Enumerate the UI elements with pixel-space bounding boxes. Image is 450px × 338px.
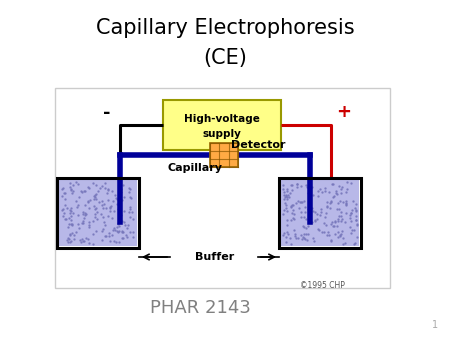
Text: supply: supply (202, 129, 242, 139)
Bar (279, 178, 361, 248)
Bar (281, 180, 359, 246)
Text: Capillary Electrophoresis: Capillary Electrophoresis (96, 18, 354, 38)
Text: -: - (103, 104, 111, 122)
Text: (CE): (CE) (203, 48, 247, 68)
Text: High-voltage: High-voltage (184, 114, 260, 124)
Bar (55, 88, 390, 288)
Text: 1: 1 (432, 320, 438, 330)
Bar (57, 178, 139, 248)
Text: Capillary: Capillary (167, 163, 222, 173)
Text: PHAR 2143: PHAR 2143 (149, 299, 251, 317)
Text: Buffer: Buffer (195, 252, 234, 262)
Text: Detector: Detector (231, 140, 285, 150)
Text: +: + (337, 103, 351, 121)
Text: ©1995 CHP: ©1995 CHP (300, 281, 345, 290)
Bar (163, 100, 281, 150)
Bar (59, 180, 137, 246)
Bar (210, 143, 238, 167)
